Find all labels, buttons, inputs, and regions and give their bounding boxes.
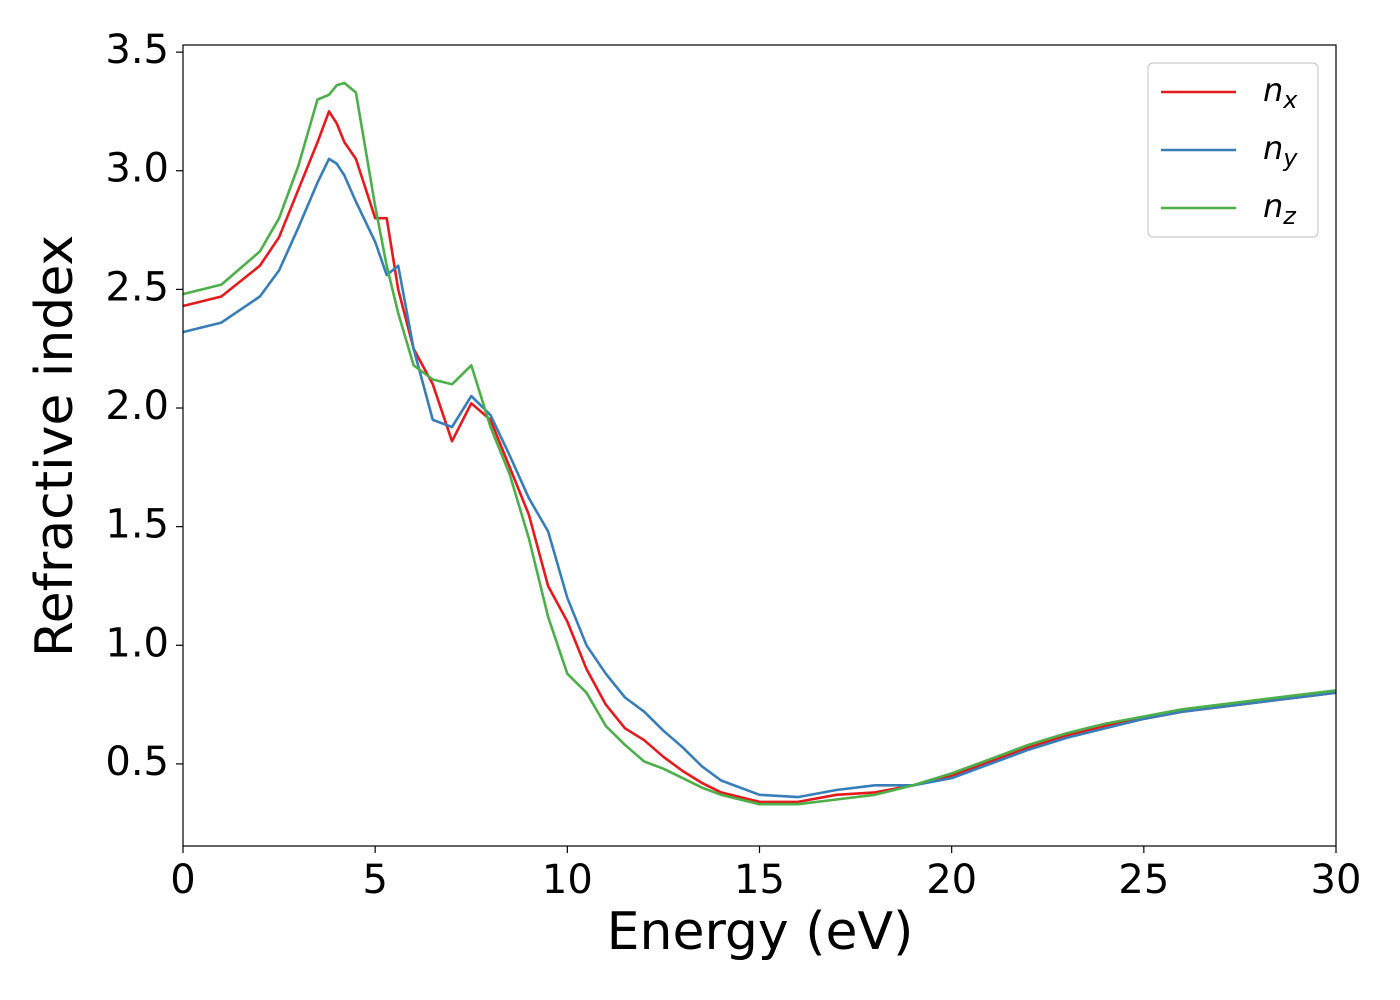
line-series [182, 110, 1337, 804]
x-tick-label: 10 [542, 857, 593, 903]
y-tick-label: 2.0 [105, 383, 169, 429]
y-tick-label: 2.5 [105, 264, 169, 310]
x-tick-label: 30 [1311, 857, 1362, 903]
y-tick-label: 3.0 [105, 146, 169, 192]
x-axis-label: Energy (eV) [607, 902, 914, 962]
y-tick-label: 3.5 [105, 27, 169, 73]
line-series [182, 81, 1337, 806]
x-tick-label: 0 [170, 857, 195, 903]
y-tick-label: 1.5 [105, 502, 169, 548]
x-tick-label: 20 [926, 857, 977, 903]
x-tick-label: 15 [734, 857, 785, 903]
plot-frame [182, 44, 1337, 847]
line-series [182, 157, 1337, 799]
x-tick-label: 25 [1118, 857, 1169, 903]
x-tick-label: 5 [362, 857, 387, 903]
y-tick-label: 0.5 [105, 739, 169, 785]
y-axis-label: Refractive index [25, 235, 85, 657]
y-tick-label: 1.0 [105, 620, 169, 666]
